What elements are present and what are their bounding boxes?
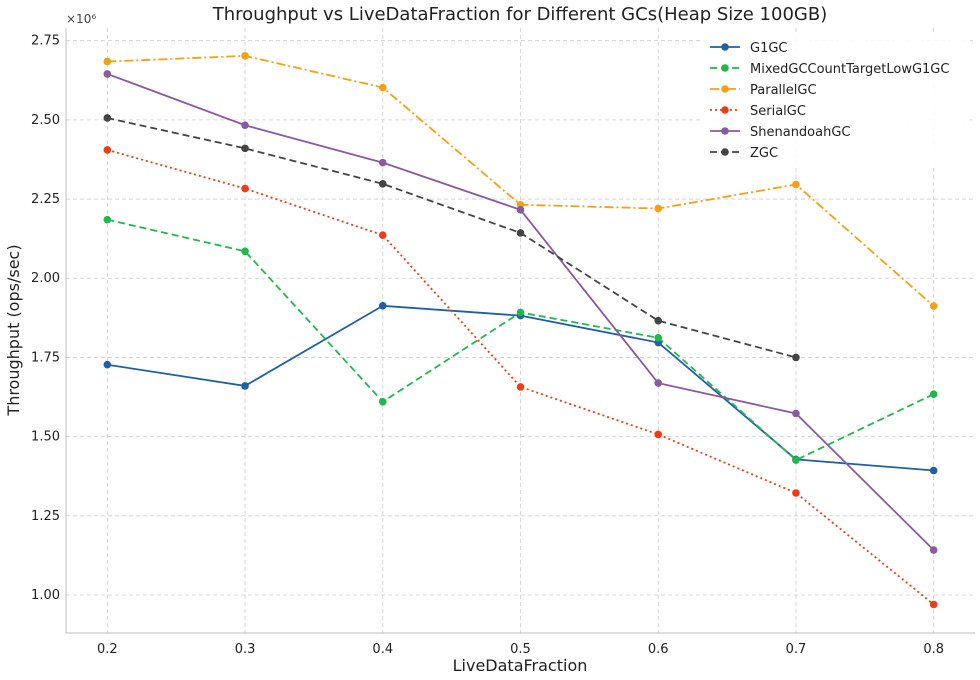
y-tick-label: 1.50: [31, 430, 60, 445]
data-point: [241, 382, 249, 390]
legend-item: G1GC: [710, 41, 788, 56]
data-point: [654, 204, 663, 213]
legend-label: MixedGCCountTargetLowG1GC: [750, 62, 949, 77]
y-tick-label: 2.00: [31, 271, 60, 286]
y-tick-label: 2.25: [31, 192, 60, 207]
data-point: [654, 333, 663, 342]
legend-marker: [721, 106, 729, 114]
legend-marker: [721, 127, 729, 135]
x-tick-label: 0.3: [235, 642, 256, 657]
data-point: [516, 206, 525, 214]
chart-title: Throughput vs LiveDataFraction for Diffe…: [212, 4, 827, 25]
series-serialgc: [103, 146, 938, 609]
data-point: [378, 180, 387, 188]
data-point: [241, 247, 249, 256]
data-point: [929, 390, 938, 398]
y-axis-label: Throughput (ops/sec): [4, 244, 23, 416]
data-point: [792, 409, 800, 418]
data-point: [516, 383, 525, 391]
legend: G1GC MixedGCCountTargetLowG1GC ParallelGC S…: [700, 34, 970, 166]
y-tick-label: 1.00: [31, 588, 60, 603]
legend-marker: [721, 85, 729, 93]
y-scale-multiplier: ×10⁶: [66, 12, 96, 26]
x-tick-label: 0.7: [786, 642, 807, 657]
data-point: [792, 456, 800, 464]
data-point: [792, 489, 800, 497]
y-tick-label: 1.25: [31, 509, 60, 524]
x-tick-label: 0.2: [97, 642, 118, 657]
data-point: [103, 360, 112, 369]
series-shenandoahgc: [103, 70, 938, 554]
tick-labels: 0.2 0.3 0.4 0.5 0.6 0.7 0.8 1.00 1.25 1.50 1.75 2.0…: [31, 34, 944, 657]
legend-background: [700, 34, 970, 166]
legend-item: ZGC: [710, 146, 778, 161]
data-point: [378, 397, 387, 406]
data-point: [103, 215, 112, 224]
data-point: [378, 83, 387, 92]
legend-item: MixedGCCountTargetLowG1GC: [710, 62, 949, 77]
data-point: [654, 316, 663, 325]
series-line: [107, 117, 797, 359]
y-tick-label: 2.75: [31, 34, 60, 49]
legend-label: G1GC: [750, 41, 788, 56]
data-point: [929, 600, 938, 609]
legend-marker: [721, 64, 729, 72]
data-point: [792, 353, 800, 362]
data-point: [378, 158, 387, 167]
legend-label: ParallelGC: [750, 83, 817, 98]
legend-item: SerialGC: [710, 104, 806, 119]
legend-item: ShenandoahGC: [710, 125, 851, 140]
x-tick-label: 0.4: [372, 642, 393, 657]
legend-marker: [721, 148, 729, 156]
x-tick-label: 0.6: [648, 642, 669, 657]
data-point: [929, 546, 938, 554]
legend-marker: [721, 43, 729, 51]
data-point: [241, 121, 249, 130]
x-axis-label: LiveDataFraction: [453, 656, 588, 675]
legend-label: ShenandoahGC: [750, 125, 851, 140]
x-tick-label: 0.5: [510, 642, 531, 657]
series-parallelgc: [103, 52, 938, 310]
data-point: [516, 308, 525, 317]
data-point: [654, 430, 663, 439]
data-point: [378, 301, 387, 310]
axes-spines: [65, 28, 975, 634]
data-point: [929, 302, 938, 310]
legend-item: ParallelGC: [710, 83, 817, 98]
data-point: [103, 70, 112, 78]
data-point: [103, 146, 112, 154]
data-point: [378, 231, 387, 239]
data-point: [241, 184, 249, 193]
data-point: [241, 52, 249, 60]
data-point: [241, 144, 249, 153]
legend-label: SerialGC: [750, 104, 806, 119]
y-tick-label: 2.50: [31, 113, 60, 128]
data-point: [103, 114, 112, 122]
data-point: [792, 180, 800, 189]
data-point: [103, 57, 112, 66]
series-zgc: [103, 114, 800, 362]
data-point: [516, 229, 525, 237]
legend-label: ZGC: [750, 146, 778, 161]
series-mixedgccounttargetlowg1gc: [103, 215, 938, 464]
data-point: [654, 379, 663, 387]
x-tick-label: 0.8: [923, 642, 944, 657]
data-point: [929, 466, 938, 475]
series-lines: [103, 52, 938, 609]
y-tick-label: 1.75: [31, 350, 60, 365]
